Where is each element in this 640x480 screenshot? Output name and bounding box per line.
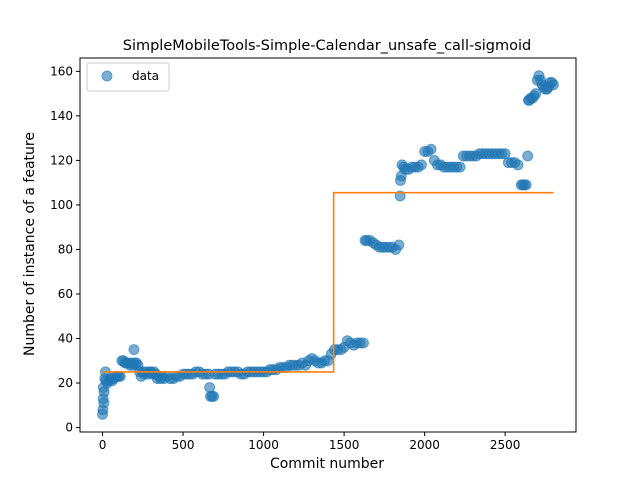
axes: 0 500 1000 1500 2000 2500 0 20 40 60 80 100 120 140 16… [50,57,577,452]
y-tick-label: 100 [50,198,73,212]
x-tick-label: 2000 [409,438,440,452]
y-tick-label: 120 [50,153,73,167]
y-axis-label: Number of instance of a feature [22,132,38,356]
data-point [522,150,534,162]
axes-frame [79,57,577,433]
y-tick-label: 60 [58,287,73,301]
data-point [98,397,110,409]
legend-marker-data [101,70,113,82]
data-point [128,344,140,356]
data-point [114,370,126,382]
plot-area [97,70,559,420]
x-axis-label: Commit number [270,456,384,472]
fit-line [102,191,554,373]
data-point [425,143,437,155]
legend: data [86,62,170,92]
data-point [520,179,532,191]
x-tick-label: 0 [99,438,107,452]
y-tick-label: 20 [58,376,73,390]
x-tick-label: 1000 [248,438,279,452]
data-point [454,161,466,173]
data-point [512,159,524,171]
data-point [547,79,559,91]
data-point [357,337,369,349]
y-tick-label: 140 [50,109,73,123]
y-tick-label: 80 [58,242,73,256]
x-tick-label: 2500 [490,438,521,452]
data-point [208,390,220,402]
data-point [530,88,542,100]
x-tick-label: 500 [172,438,195,452]
y-tick-label: 40 [58,332,73,346]
x-tick-label: 1500 [329,438,360,452]
legend-frame [86,62,170,92]
legend-label-data: data [132,69,159,83]
y-tick-label: 0 [65,421,73,435]
data-point [415,159,427,171]
y-tick-label: 160 [50,64,73,78]
chart-title: SimpleMobileTools-Simple-Calendar_unsafe… [123,38,531,54]
data-point [394,190,406,202]
data-point [393,239,405,251]
